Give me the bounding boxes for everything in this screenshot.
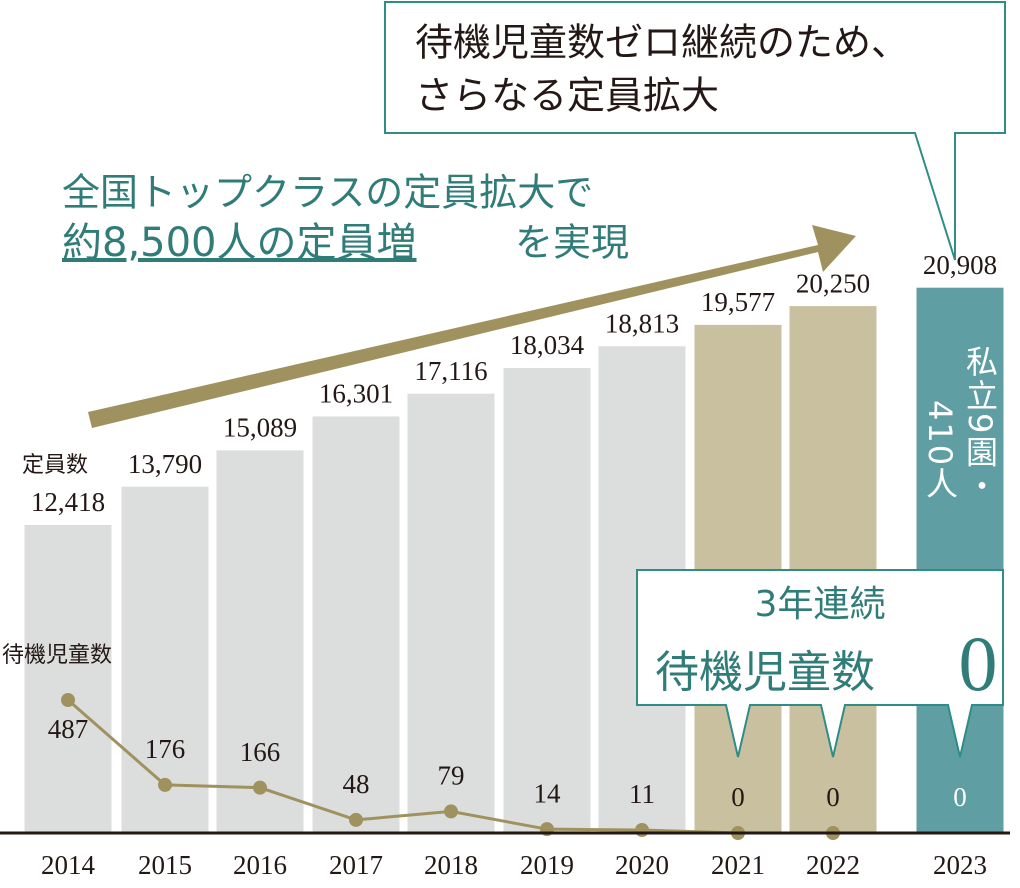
x-tick-label: 2021 <box>711 850 765 880</box>
bottom-callout-box <box>636 569 1004 758</box>
callout-big: 0 <box>959 620 998 707</box>
x-tick-label: 2023 <box>933 850 987 880</box>
line-value-label: 0 <box>731 782 745 812</box>
line-point <box>635 822 649 837</box>
x-tick-label: 2020 <box>615 850 669 880</box>
line-series-label: 待機児童数 <box>2 643 112 668</box>
bar <box>24 525 112 833</box>
bar-value-label: 16,301 <box>319 379 393 409</box>
bar-value-label: 18,034 <box>510 330 585 360</box>
callout-line2: 待機児童数 <box>655 647 875 698</box>
top-callout-text: さらなる定員拡大 <box>415 74 719 118</box>
bar <box>407 393 495 833</box>
x-tick-label: 2018 <box>424 850 478 880</box>
top-callout-text: 待機児童数ゼロ継続のため、 <box>415 21 909 65</box>
bar-series-label: 定員数 <box>22 453 88 478</box>
growth-arrow <box>88 225 856 428</box>
x-tick-label: 2014 <box>41 850 96 880</box>
bar <box>216 450 304 833</box>
line-value-label: 48 <box>343 769 370 799</box>
bar-value-label: 13,790 <box>128 449 202 479</box>
line-point <box>61 692 75 707</box>
arrow-text: 全国トップクラスの定員拡大で <box>62 171 593 215</box>
bar-value-label: 20,250 <box>796 268 870 298</box>
bar-value-label: 19,577 <box>701 287 775 317</box>
arrow-emphasis: 約8,500人の定員増 <box>62 220 417 266</box>
bar-value-label: 15,089 <box>223 413 297 443</box>
bar-value-label: 12,418 <box>31 487 105 517</box>
bar <box>312 416 400 833</box>
line-value-label: 166 <box>240 737 281 767</box>
line-point <box>349 812 363 827</box>
top-callout-box <box>384 1 1006 261</box>
line-value-label: 487 <box>48 714 89 744</box>
bar <box>503 368 591 833</box>
labels: 12,418 2014 13,790 2015 15,089 2016 16,301 2017… <box>31 250 997 880</box>
line-value-label: 14 <box>534 778 562 808</box>
x-tick-label: 2022 <box>806 850 860 880</box>
bar-value-label: 18,813 <box>605 308 679 338</box>
x-tick-label: 2016 <box>233 850 287 880</box>
arrow-text-rest: を実現 <box>515 221 629 265</box>
bar-value-label: 17,116 <box>414 356 487 386</box>
line-point <box>444 804 458 819</box>
x-tick-label: 2019 <box>520 850 574 880</box>
line-value-label: 0 <box>953 782 967 812</box>
x-tick-label: 2015 <box>138 850 192 880</box>
line-value-label: 79 <box>438 761 465 791</box>
x-tick-label: 2017 <box>329 850 383 880</box>
bar <box>121 486 209 833</box>
line-value-label: 11 <box>629 779 655 809</box>
line-point <box>158 777 172 792</box>
bar-note: 410人 <box>921 400 959 501</box>
line-value-label: 0 <box>826 782 840 812</box>
callout-line1: 3年連続 <box>755 584 886 625</box>
line-point <box>253 780 267 795</box>
line-value-label: 176 <box>145 734 186 764</box>
bar-note: 私立9園・ <box>961 345 999 503</box>
bar-value-label: 20,908 <box>923 250 997 280</box>
